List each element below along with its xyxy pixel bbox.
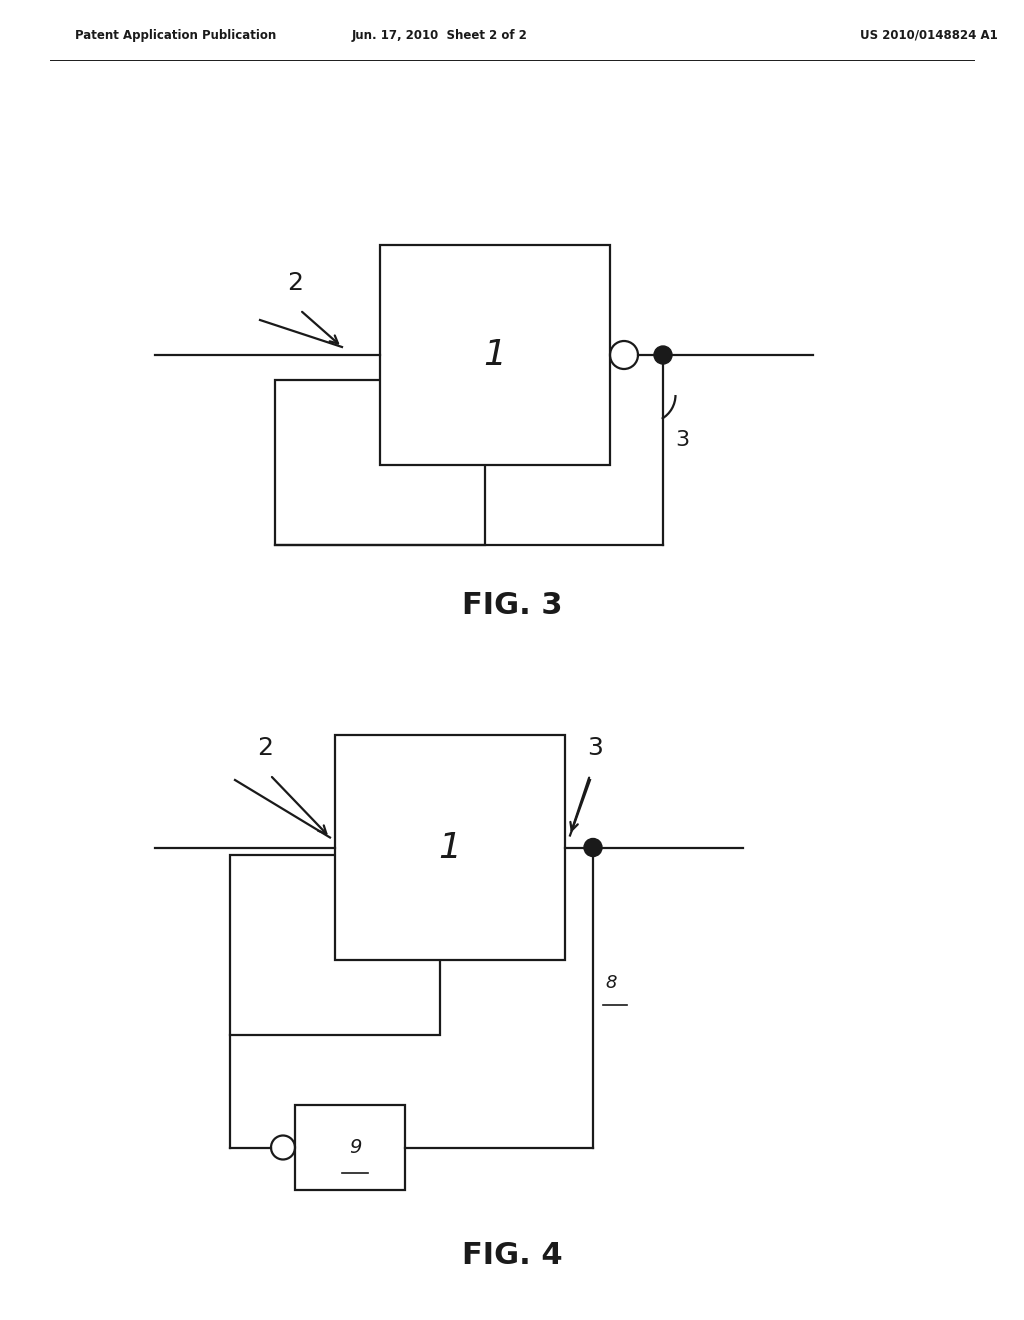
Text: FIG. 4: FIG. 4 bbox=[462, 1241, 562, 1270]
Bar bbox=[380, 246, 610, 465]
Circle shape bbox=[584, 838, 602, 857]
Text: Patent Application Publication: Patent Application Publication bbox=[75, 29, 276, 41]
Bar bbox=[295, 1105, 406, 1191]
Text: 2: 2 bbox=[257, 737, 273, 760]
Text: 9: 9 bbox=[349, 1138, 361, 1158]
Bar bbox=[335, 735, 565, 960]
Text: 3: 3 bbox=[675, 430, 689, 450]
Bar bbox=[230, 855, 440, 1035]
Text: FIG. 3: FIG. 3 bbox=[462, 590, 562, 619]
Text: 2: 2 bbox=[287, 271, 303, 294]
Text: 1: 1 bbox=[438, 830, 462, 865]
Bar bbox=[275, 380, 485, 545]
Text: 8: 8 bbox=[605, 974, 616, 991]
Text: 3: 3 bbox=[587, 737, 603, 760]
Text: 1: 1 bbox=[483, 338, 507, 372]
Circle shape bbox=[654, 346, 672, 364]
Text: Jun. 17, 2010  Sheet 2 of 2: Jun. 17, 2010 Sheet 2 of 2 bbox=[352, 29, 528, 41]
Text: US 2010/0148824 A1: US 2010/0148824 A1 bbox=[860, 29, 997, 41]
